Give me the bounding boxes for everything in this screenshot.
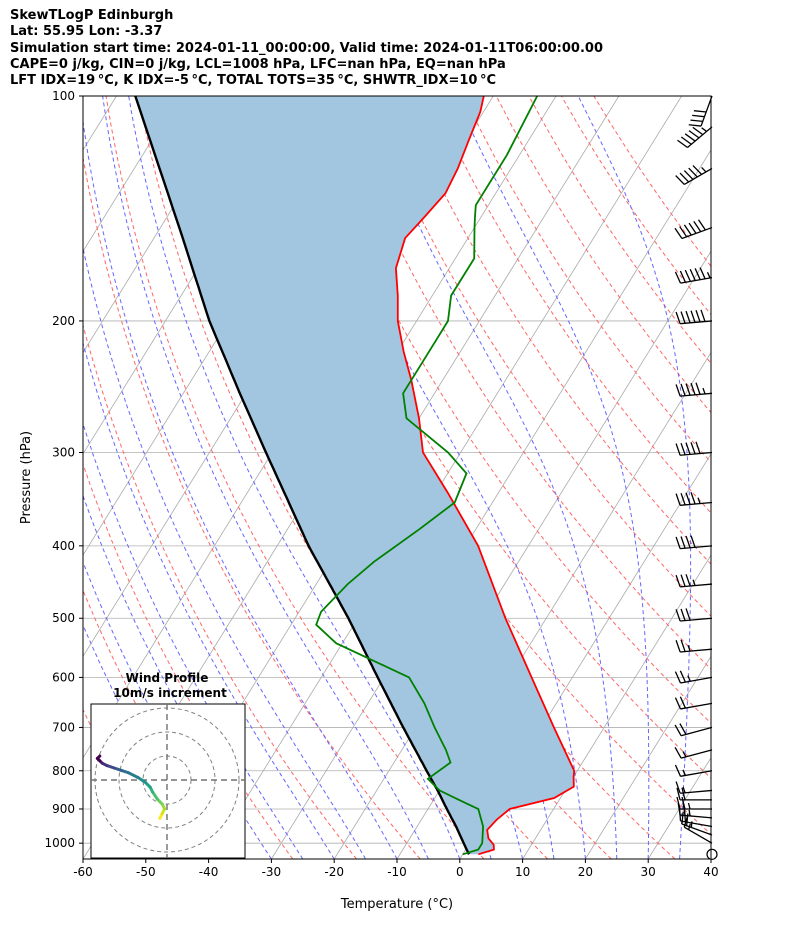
wind-barb <box>675 535 713 550</box>
parameters-line-1: CAPE=0 j/kg, CIN=0 j/kg, LCL=1008 hPa, L… <box>10 56 506 72</box>
isotherm-line <box>83 96 243 354</box>
wind-barb <box>675 639 713 653</box>
y-tick-label: 100 <box>52 89 75 103</box>
wind-barb <box>674 267 713 284</box>
hodograph-subtitle: 10m/s increment <box>113 686 227 700</box>
x-tick-label: -30 <box>262 865 282 879</box>
isotherm-line <box>774 96 794 859</box>
x-tick-label: -20 <box>324 865 344 879</box>
wind-barb <box>674 670 713 684</box>
x-tick-label: -60 <box>73 865 93 879</box>
x-tick-label: 10 <box>515 865 530 879</box>
y-axis-label: Pressure (hPa) <box>19 431 34 524</box>
moist-adiabat-line <box>577 96 692 859</box>
hodograph-inset <box>90 703 246 859</box>
wind-barb <box>675 382 713 397</box>
isotherm-line <box>522 554 711 859</box>
moist-adiabat-line <box>710 852 711 859</box>
x-tick-label: 40 <box>703 865 718 879</box>
wind-barb <box>675 781 713 794</box>
wind-barb <box>674 219 713 240</box>
dewpoint-line <box>315 96 539 856</box>
wind-barb <box>675 492 713 506</box>
dry-adiabat-line <box>560 96 711 316</box>
chart-header: SkewTLogP Edinburgh Lat: 55.95 Lon: -3.3… <box>10 8 603 89</box>
x-tick-label: -10 <box>387 865 407 879</box>
x-tick-label: 0 <box>456 865 464 879</box>
isotherm-line <box>83 96 180 253</box>
moist-adiabat-line <box>128 96 461 859</box>
dry-adiabat-line <box>105 96 485 859</box>
y-tick-label: 700 <box>52 720 75 734</box>
hodograph-title: Wind Profile <box>126 671 209 685</box>
wind-barb <box>674 696 713 710</box>
x-tick-label: -50 <box>136 865 156 879</box>
plot-area <box>83 96 794 859</box>
dry-adiabat-line <box>430 96 711 514</box>
wind-barb <box>674 764 713 777</box>
moist-adiabat-line <box>83 560 241 859</box>
isotherm-line <box>271 149 711 859</box>
y-tick-label: 400 <box>52 539 75 553</box>
wind-barb <box>675 441 713 456</box>
moist-adiabat-line <box>102 96 429 859</box>
y-tick-label: 900 <box>52 802 75 816</box>
dry-adiabat-line <box>83 323 357 859</box>
x-axis-label: Temperature (°C) <box>340 897 453 912</box>
time-line: Simulation start time: 2024-01-11_00:00:… <box>10 40 603 56</box>
y-tick-label: 800 <box>52 764 75 778</box>
wind-barb <box>675 608 713 622</box>
y-tick-label: 500 <box>52 611 75 625</box>
wind-barb <box>675 165 713 185</box>
isotherm-line <box>710 858 711 859</box>
dry-adiabat-line <box>268 96 711 779</box>
y-tick-label: 1000 <box>44 836 75 850</box>
x-tick-label: 30 <box>641 865 656 879</box>
x-tick-label: -40 <box>199 865 219 879</box>
wind-barb <box>706 848 718 860</box>
wind-barb <box>677 802 713 819</box>
wind-barb <box>677 126 713 149</box>
y-tick-label: 600 <box>52 670 75 684</box>
wind-barb <box>675 574 713 588</box>
dry-adiabat-line <box>333 96 711 670</box>
wind-barb <box>674 723 713 737</box>
hodograph-trace <box>95 754 102 760</box>
wind-barb <box>676 796 712 810</box>
dry-adiabat-line <box>593 96 711 268</box>
hodograph-plot <box>91 704 245 858</box>
temperature-line <box>394 96 576 856</box>
wind-barb <box>688 95 713 127</box>
moist-adiabat-line <box>83 341 335 859</box>
wind-barb <box>676 787 712 801</box>
wind-barb <box>675 309 713 325</box>
isotherm-line <box>647 756 711 859</box>
chart-title: SkewTLogP Edinburgh <box>10 8 174 23</box>
y-tick-label: 300 <box>52 445 75 459</box>
parameters-line-2: LFT IDX=19 °C, K IDX=-5 °C, TOTAL TOTS=3… <box>10 73 497 89</box>
y-tick-label: 200 <box>52 314 75 328</box>
dry-adiabat-line <box>83 155 421 859</box>
moist-adiabat-line <box>292 96 586 859</box>
cin-cape-shading <box>135 96 575 855</box>
location-line: Lat: 55.95 Lon: -3.37 <box>10 24 163 40</box>
isotherm-line <box>585 655 711 859</box>
dry-adiabat-line <box>398 96 711 565</box>
wind-barb <box>674 746 713 759</box>
dry-adiabat-line <box>235 96 711 835</box>
dry-adiabat-line <box>300 96 711 724</box>
dry-adiabat-line <box>83 462 294 859</box>
x-tick-label: 20 <box>578 865 593 879</box>
hodograph-trace <box>127 771 140 780</box>
moist-adiabat-line <box>362 96 618 859</box>
dry-adiabat-line <box>463 96 711 463</box>
dry-adiabat-line <box>528 96 711 364</box>
